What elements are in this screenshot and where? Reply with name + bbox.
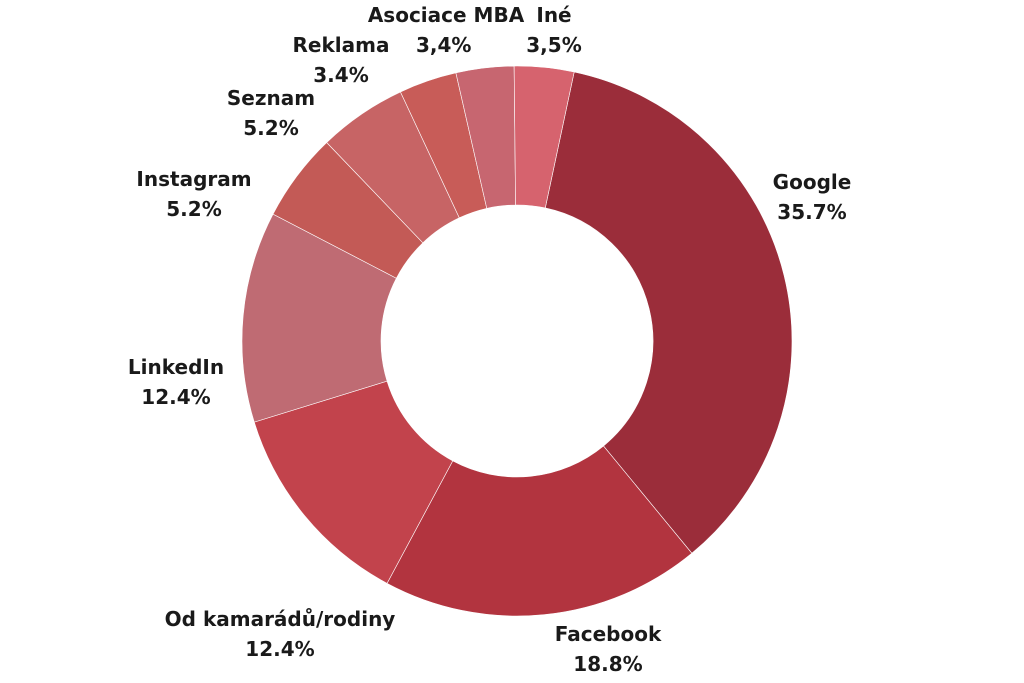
label-linkedin-name: LinkedIn xyxy=(127,355,225,379)
label-reklama-name: Reklama xyxy=(292,33,390,57)
slice-linkedin xyxy=(241,213,397,423)
label-seznam-value: 5.2% xyxy=(243,116,299,140)
label-reklama-value: 3.4% xyxy=(313,63,369,87)
label-instagram-name: Instagram xyxy=(136,167,252,191)
label-linkedin: LinkedIn 12.4% xyxy=(116,352,236,412)
label-google: Google 35.7% xyxy=(762,167,862,227)
label-reklama: Reklama 3.4% xyxy=(281,30,401,90)
label-seznam: Seznam 5.2% xyxy=(213,83,329,143)
label-seznam-name: Seznam xyxy=(226,86,316,110)
slice-google xyxy=(544,71,793,554)
label-instagram-value: 5.2% xyxy=(166,197,222,221)
donut-slices xyxy=(241,65,793,617)
label-google-name: Google xyxy=(772,170,852,194)
label-facebook: Facebook 18.8% xyxy=(538,619,678,679)
label-ine: Iné 3,5% xyxy=(514,0,594,60)
slice-od-kamar-d-rodiny xyxy=(253,380,454,584)
label-facebook-name: Facebook xyxy=(554,622,662,646)
label-friends-family: Od kamarádů/rodiny 12.4% xyxy=(150,604,410,664)
label-asociace-mba-value: 3,4% xyxy=(416,33,472,57)
label-friends-family-value: 12.4% xyxy=(245,637,315,661)
label-friends-family-name: Od kamarádů/rodiny xyxy=(164,607,396,631)
label-asociace-mba: Asociace MBA 3,4% xyxy=(358,0,534,60)
label-linkedin-value: 12.4% xyxy=(141,385,211,409)
label-asociace-mba-name: Asociace MBA xyxy=(367,3,525,27)
slice-in- xyxy=(513,65,575,209)
label-ine-name: Iné xyxy=(536,3,572,27)
label-google-value: 35.7% xyxy=(777,200,847,224)
label-instagram: Instagram 5.2% xyxy=(126,164,262,224)
label-ine-value: 3,5% xyxy=(526,33,582,57)
label-facebook-value: 18.8% xyxy=(573,652,643,676)
slice-facebook xyxy=(386,445,693,617)
